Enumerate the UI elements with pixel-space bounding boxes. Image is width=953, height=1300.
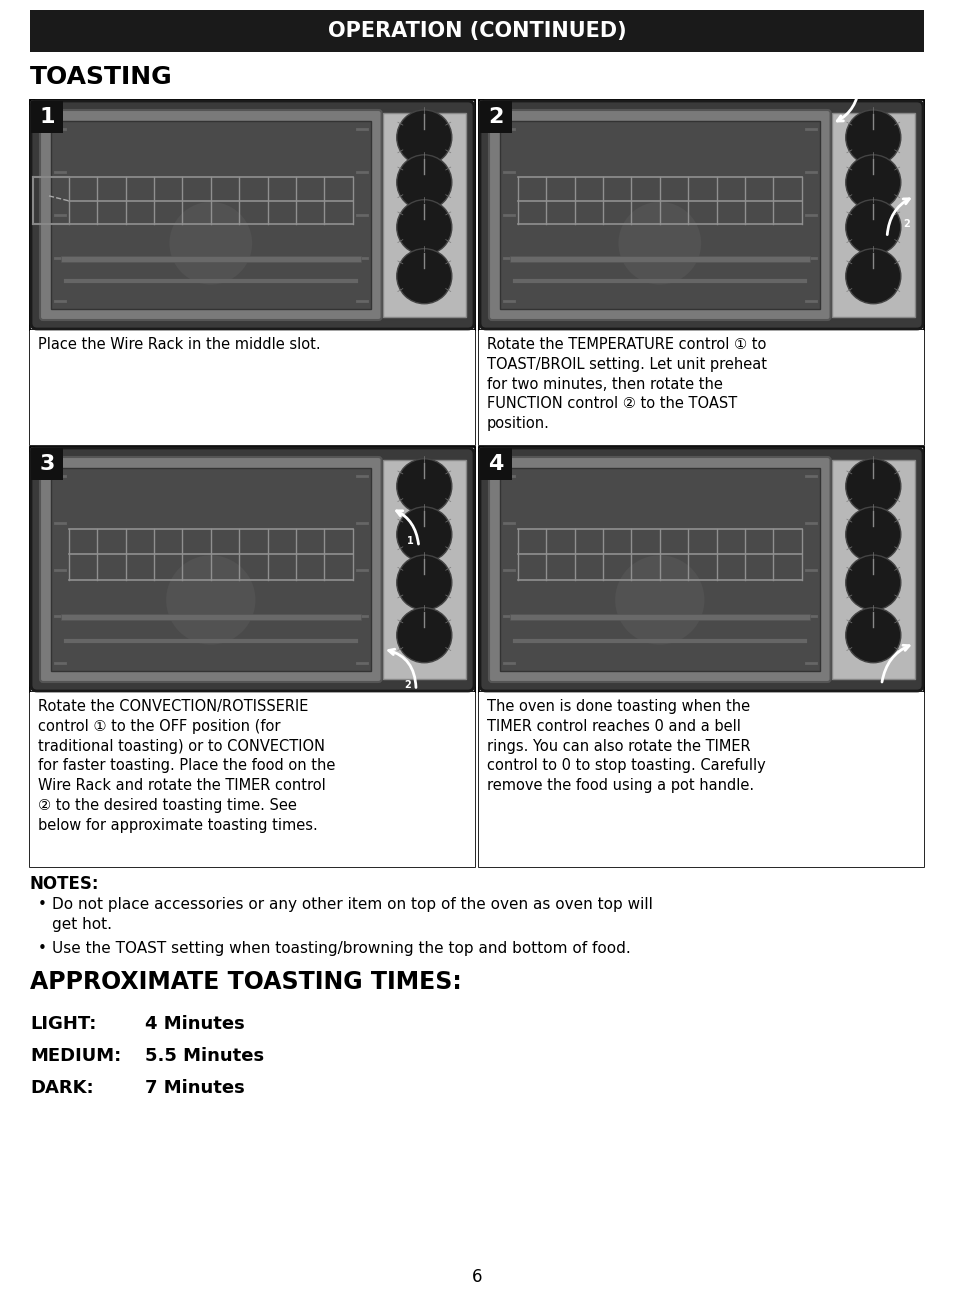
Bar <box>479 448 512 480</box>
Text: 1: 1 <box>39 107 54 127</box>
Circle shape <box>396 155 452 209</box>
Text: 7 Minutes: 7 Minutes <box>145 1079 245 1097</box>
Text: 4 Minutes: 4 Minutes <box>145 1015 245 1034</box>
Circle shape <box>396 507 452 562</box>
Bar <box>30 447 475 692</box>
Bar <box>30 10 923 52</box>
Circle shape <box>396 248 452 304</box>
Circle shape <box>396 200 452 255</box>
FancyBboxPatch shape <box>479 101 923 329</box>
FancyBboxPatch shape <box>489 458 830 682</box>
Text: •: • <box>38 897 47 913</box>
Text: Use the TOAST setting when toasting/browning the top and bottom of food.: Use the TOAST setting when toasting/brow… <box>52 941 630 956</box>
FancyBboxPatch shape <box>40 458 381 682</box>
Bar <box>478 447 923 867</box>
Circle shape <box>396 607 452 663</box>
Text: 3: 3 <box>39 454 54 474</box>
Bar <box>510 614 809 620</box>
Circle shape <box>845 111 900 165</box>
Bar <box>478 447 923 692</box>
Circle shape <box>845 555 900 610</box>
Circle shape <box>618 202 700 285</box>
Bar <box>30 330 475 445</box>
Bar <box>51 121 370 309</box>
Text: Do not place accessories or any other item on top of the oven as oven top will
g: Do not place accessories or any other it… <box>52 897 652 932</box>
Text: 6: 6 <box>471 1268 482 1286</box>
Text: LIGHT:: LIGHT: <box>30 1015 96 1034</box>
Bar <box>30 448 63 480</box>
FancyBboxPatch shape <box>40 111 381 320</box>
Circle shape <box>615 555 703 645</box>
Text: 2: 2 <box>404 680 411 690</box>
Circle shape <box>845 607 900 663</box>
Circle shape <box>396 555 452 610</box>
Circle shape <box>845 507 900 562</box>
Text: DARK:: DARK: <box>30 1079 93 1097</box>
Text: NOTES:: NOTES: <box>30 875 99 893</box>
Bar <box>51 468 370 671</box>
Bar <box>30 447 475 867</box>
FancyBboxPatch shape <box>30 101 474 329</box>
Text: TOASTING: TOASTING <box>30 65 172 88</box>
FancyBboxPatch shape <box>489 111 830 320</box>
Text: Rotate the CONVECTION/ROTISSERIE
control ① to the OFF position (for
traditional : Rotate the CONVECTION/ROTISSERIE control… <box>38 699 335 833</box>
FancyBboxPatch shape <box>30 448 474 692</box>
FancyBboxPatch shape <box>479 448 923 692</box>
Bar <box>831 460 914 679</box>
Bar <box>510 256 809 263</box>
Text: Place the Wire Rack in the middle slot.: Place the Wire Rack in the middle slot. <box>38 337 320 352</box>
Bar <box>478 100 923 330</box>
Bar <box>478 330 923 445</box>
Bar <box>478 692 923 867</box>
Text: The oven is done toasting when the
TIMER control reaches 0 and a bell
rings. You: The oven is done toasting when the TIMER… <box>486 699 765 793</box>
Bar <box>831 113 914 317</box>
Text: 1: 1 <box>836 91 842 101</box>
Text: 1: 1 <box>407 537 414 546</box>
Bar <box>382 460 465 679</box>
Bar <box>61 614 360 620</box>
Text: OPERATION (CONTINUED): OPERATION (CONTINUED) <box>327 21 626 42</box>
Circle shape <box>845 459 900 514</box>
Bar <box>30 100 475 330</box>
Text: 4: 4 <box>488 454 503 474</box>
Text: MEDIUM:: MEDIUM: <box>30 1046 121 1065</box>
Circle shape <box>845 155 900 209</box>
Bar <box>30 692 475 867</box>
Circle shape <box>845 200 900 255</box>
Text: 2: 2 <box>488 107 503 127</box>
Circle shape <box>845 248 900 304</box>
Text: 5.5 Minutes: 5.5 Minutes <box>145 1046 264 1065</box>
Bar <box>499 121 819 309</box>
Text: APPROXIMATE TOASTING TIMES:: APPROXIMATE TOASTING TIMES: <box>30 970 461 994</box>
Circle shape <box>166 555 255 645</box>
Bar <box>61 256 360 263</box>
Bar <box>30 101 63 133</box>
Circle shape <box>170 202 252 285</box>
Bar <box>479 101 512 133</box>
Circle shape <box>396 111 452 165</box>
Text: •: • <box>38 941 47 956</box>
Bar <box>30 100 475 445</box>
Circle shape <box>396 459 452 514</box>
Text: Rotate the TEMPERATURE control ① to
TOAST/BROIL setting. Let unit preheat
for tw: Rotate the TEMPERATURE control ① to TOAS… <box>486 337 766 432</box>
Bar <box>478 100 923 445</box>
Text: 2: 2 <box>902 218 909 229</box>
Bar <box>499 468 819 671</box>
Bar <box>382 113 465 317</box>
